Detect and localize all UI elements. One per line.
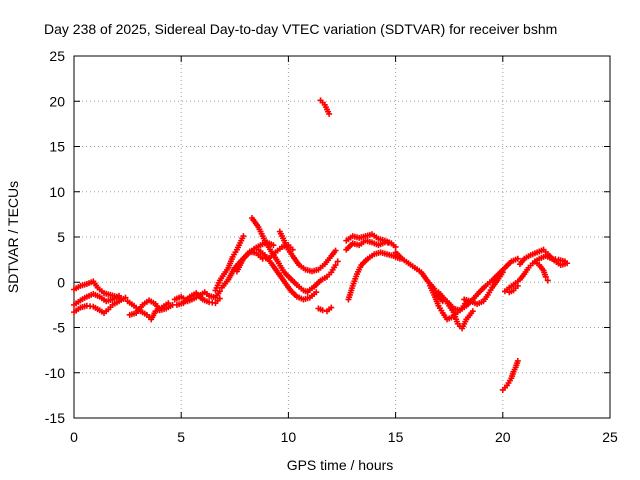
y-tick-label: 5 (57, 229, 65, 245)
data-point (564, 260, 571, 267)
x-tick-label: 0 (70, 429, 78, 445)
data-point (240, 233, 247, 240)
series-track-20 (392, 249, 446, 305)
data-point (469, 308, 476, 315)
data-point (542, 273, 549, 280)
data-point (499, 269, 506, 276)
series-track-19 (345, 249, 403, 303)
x-tick-label: 15 (388, 429, 404, 445)
y-tick-label: -15 (45, 410, 65, 426)
data-point (334, 258, 341, 265)
x-tick-label: 5 (177, 429, 185, 445)
series-track-11 (248, 214, 311, 296)
data-point (216, 288, 223, 295)
series-track-7 (173, 290, 223, 308)
data-point (270, 242, 277, 249)
data-point (514, 357, 521, 364)
data-point (116, 292, 123, 299)
series-track-27 (531, 258, 551, 284)
series-track-2 (71, 291, 123, 308)
y-tick-label: 10 (49, 184, 65, 200)
data-points (71, 97, 571, 393)
data-point (388, 240, 395, 247)
y-tick-label: 20 (49, 93, 65, 109)
x-tick-label: 20 (495, 429, 511, 445)
series-track-18 (343, 237, 395, 253)
series-track-26 (516, 246, 571, 269)
series-track-16 (317, 97, 333, 117)
data-point (514, 282, 521, 289)
data-point (332, 247, 339, 254)
data-point (319, 307, 326, 314)
y-tick-label: -10 (45, 365, 65, 381)
grid (74, 56, 610, 418)
axis-ticks: 0 5 10 15 20 25 -15 -10 -5 0 5 10 15 20 25 (45, 48, 618, 445)
y-tick-label: -5 (53, 320, 66, 336)
series-track-23 (444, 255, 521, 314)
data-point (332, 262, 339, 269)
x-tick-label: 10 (281, 429, 297, 445)
y-tick-label: 0 (57, 274, 65, 290)
x-tick-label: 25 (602, 429, 618, 445)
data-point (216, 295, 223, 302)
series-track-29 (506, 282, 521, 296)
data-point (514, 255, 521, 262)
series-track-5 (126, 297, 176, 318)
series-track-28 (499, 357, 521, 393)
chart-title: Day 238 of 2025, Sidereal Day-to-day VTE… (44, 21, 557, 37)
data-point (122, 294, 129, 301)
series-track-13 (304, 258, 341, 295)
series-track-15 (315, 304, 335, 315)
data-point (392, 243, 399, 250)
series-track-12 (255, 246, 320, 303)
x-axis-label: GPS time / hours (287, 457, 394, 473)
series-track-24 (461, 269, 506, 307)
series-track-14 (276, 228, 339, 275)
y-tick-label: 15 (49, 139, 65, 155)
data-point (313, 289, 320, 296)
y-tick-label: 25 (49, 48, 65, 64)
data-point (328, 304, 335, 311)
data-point (326, 110, 333, 117)
series-track-8 (212, 233, 247, 294)
data-point (544, 277, 551, 284)
series-track-3 (71, 294, 129, 317)
y-axis-label: SDTVAR / TECUs (5, 181, 21, 293)
